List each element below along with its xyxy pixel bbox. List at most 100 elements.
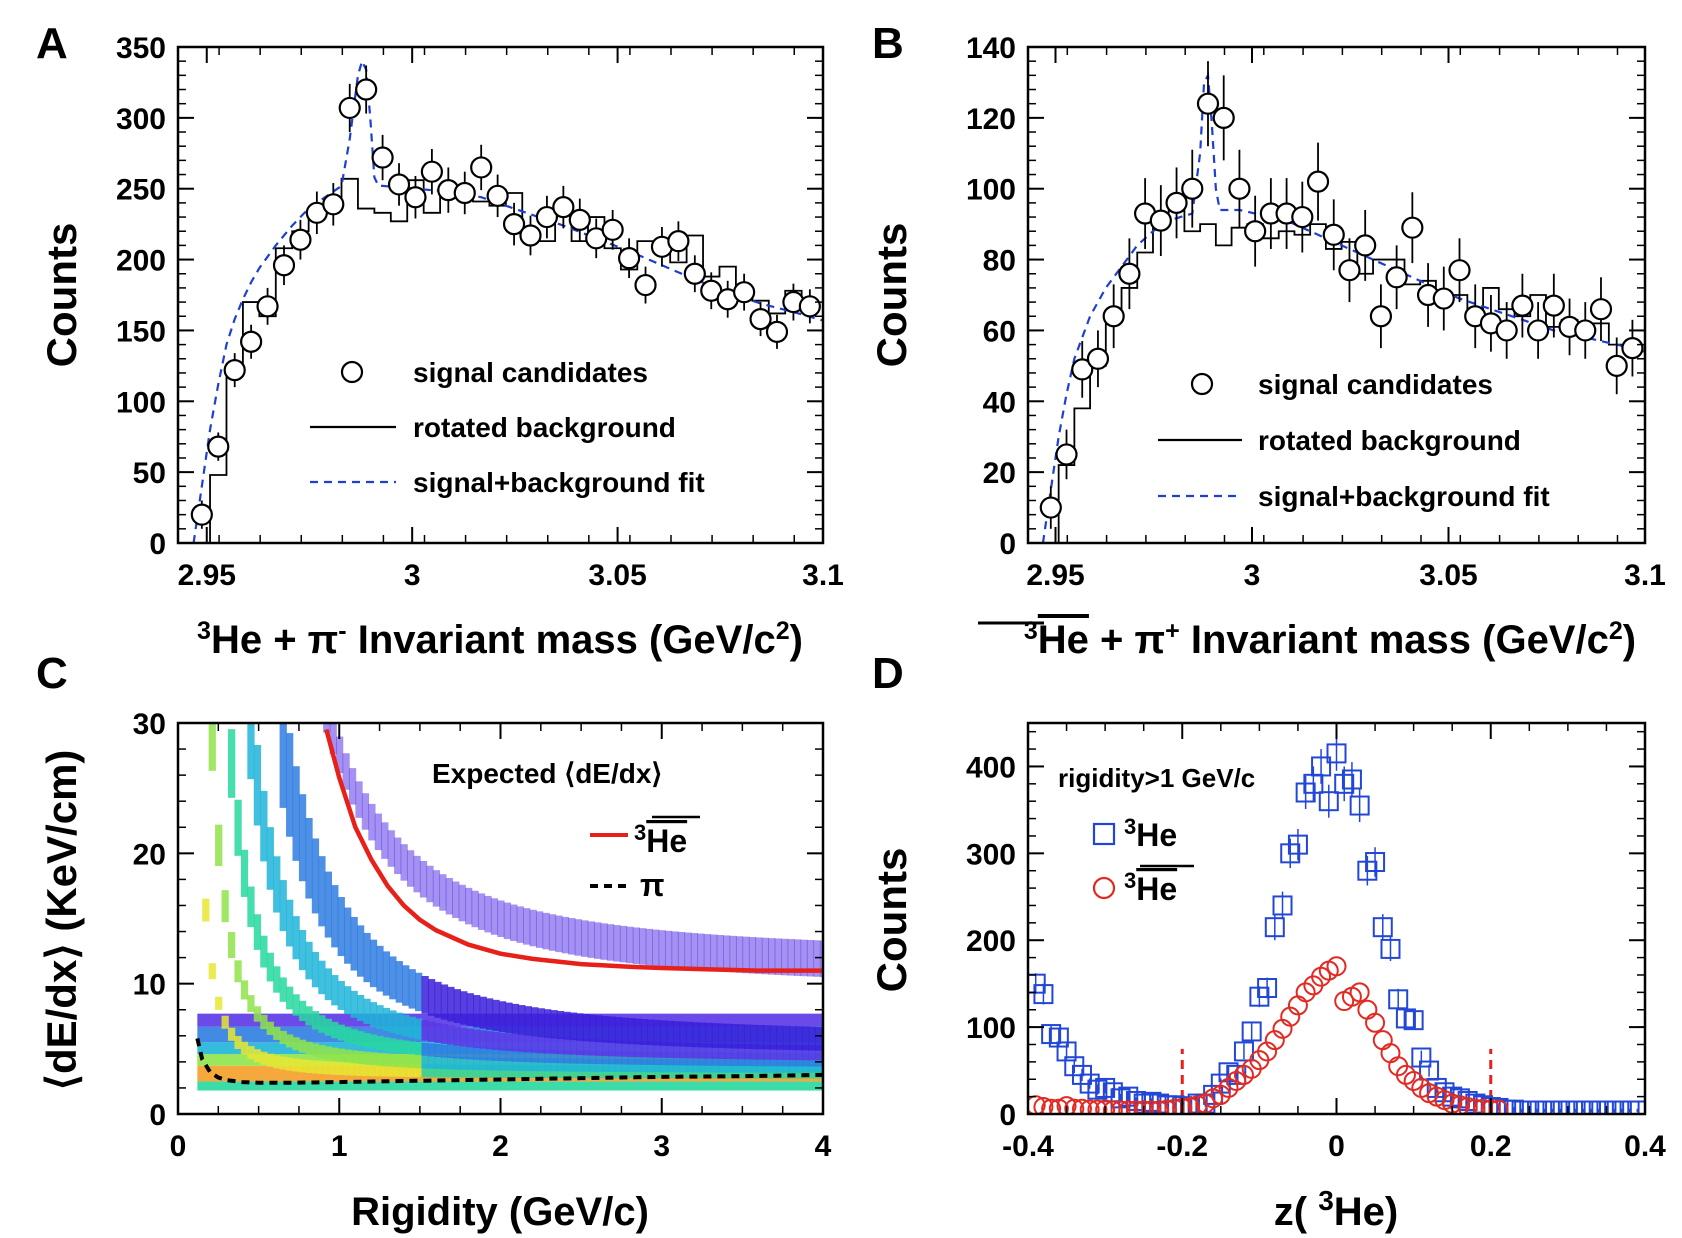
heatmap-band-cell bbox=[600, 923, 608, 960]
heatmap-band-cell bbox=[634, 1041, 642, 1058]
panel-d: D -0.4 -0.2 0 0.2 0.4 0 100 200 300 400 Counts z(… bbox=[868, 649, 1666, 1234]
heatmap-band-cell bbox=[645, 928, 653, 966]
heatmap-band-cell bbox=[402, 965, 410, 1006]
x-tick-label: -0.2 bbox=[1156, 1130, 1208, 1163]
heatmap-band-cell bbox=[415, 1018, 423, 1040]
he3-point bbox=[1233, 1041, 1254, 1062]
heatmap-band-cell bbox=[692, 1059, 700, 1073]
heatmap-band-cell bbox=[692, 1043, 700, 1059]
heatmap-band-cell bbox=[266, 1021, 274, 1035]
he3-point bbox=[1287, 834, 1308, 855]
heatmap-band-cell bbox=[653, 1041, 661, 1058]
heatmap-band-cell bbox=[408, 1054, 416, 1068]
heatmap-band-cell bbox=[731, 1059, 739, 1073]
heatmap-band-cell bbox=[479, 1047, 487, 1061]
heatmap-band-cell bbox=[344, 1027, 352, 1043]
signal-candidate-point bbox=[1196, 92, 1220, 115]
heatmap-band-cell bbox=[350, 1029, 358, 1045]
heatmap-band-cell bbox=[492, 1047, 500, 1061]
signal-candidate-point bbox=[1306, 170, 1330, 193]
panel-c: C 0 1 2 3 4 0 10 20 30 ⟨dE/dx⟩ (KeV/cm) Rigidity… bbox=[36, 649, 832, 1234]
signal-candidate-point bbox=[634, 273, 657, 297]
heatmap-band-cell bbox=[639, 928, 647, 965]
heatmap-band-cell bbox=[337, 897, 345, 957]
heatmap-band-cell bbox=[382, 1037, 391, 1051]
he3bar-point bbox=[1110, 1100, 1131, 1114]
y-tick-label: 40 bbox=[983, 386, 1016, 419]
heatmap-band-cell bbox=[660, 1052, 668, 1066]
signal-candidate-point bbox=[1102, 305, 1125, 328]
heatmap-band-cell bbox=[453, 1056, 461, 1070]
heatmap-band-cell bbox=[273, 1055, 281, 1069]
heatmap-band-cell bbox=[240, 849, 249, 897]
heatmap-band-cell bbox=[698, 1059, 707, 1073]
heatmap-band-cell bbox=[808, 1026, 816, 1051]
he3bar-points bbox=[1028, 956, 1509, 1114]
heatmap-band-cell bbox=[524, 1049, 532, 1063]
signal-candidate-point bbox=[1354, 234, 1377, 257]
he3-point bbox=[1341, 769, 1362, 790]
legend-fit-label: signal+background fit bbox=[413, 467, 705, 498]
signal-candidate-point bbox=[338, 96, 361, 120]
heatmap-band-cell bbox=[731, 1043, 739, 1060]
heatmap-band-cell bbox=[484, 895, 492, 933]
heatmap-band-cell bbox=[460, 1064, 468, 1078]
heatmap-band-cell bbox=[434, 981, 442, 1018]
heatmap-band-cell bbox=[382, 1063, 391, 1077]
y-tick-label: 400 bbox=[966, 751, 1016, 784]
heatmap-band-cell bbox=[324, 1046, 332, 1060]
heatmap-band-cell bbox=[666, 1059, 674, 1073]
legend-he3-label: 3He bbox=[1124, 814, 1177, 854]
he3bar-point bbox=[1349, 982, 1370, 1003]
heatmap-band-cell bbox=[531, 1049, 539, 1063]
heatmap-band-cell bbox=[466, 1056, 474, 1070]
heatmap-band-cell bbox=[737, 1044, 745, 1060]
heatmap-band-cell bbox=[400, 844, 408, 881]
heatmap-band-cell bbox=[292, 916, 300, 960]
heatmap-band-cell bbox=[660, 1042, 668, 1058]
heatmap-band-cell bbox=[524, 1035, 532, 1053]
heatmap-band-cell bbox=[427, 1043, 436, 1057]
heatmap-band-cell bbox=[556, 1065, 565, 1079]
heatmap-band-cell bbox=[516, 906, 524, 943]
he3bar-point bbox=[1141, 1100, 1162, 1114]
heatmap-band-cell bbox=[466, 1046, 474, 1060]
heatmap-band-cell bbox=[439, 874, 447, 911]
panel-d-frame bbox=[1026, 721, 1647, 1116]
heatmap-band-cell bbox=[305, 1006, 313, 1026]
signal-candidate-point bbox=[256, 295, 279, 318]
heatmap-band-cell bbox=[415, 1042, 423, 1056]
heatmap-band-cell bbox=[819, 940, 823, 978]
heatmap-band-cell bbox=[344, 1062, 352, 1076]
signal-background-fit-curve bbox=[1041, 71, 1645, 543]
heatmap-band-cell bbox=[569, 1012, 578, 1041]
heatmap-band-cell bbox=[485, 1047, 494, 1061]
y-tick-label: 50 bbox=[133, 457, 166, 490]
heatmap-band-cell bbox=[814, 1026, 823, 1051]
he3bar-point bbox=[1449, 1095, 1470, 1114]
panel-d-legend: rigidity>1 GeV/c 3He 3He bbox=[1058, 763, 1255, 907]
heatmap-band-cell bbox=[305, 1041, 313, 1055]
heatmap-band-cell bbox=[492, 1031, 500, 1050]
heatmap-band-cell bbox=[336, 736, 344, 774]
heatmap-band-cell bbox=[318, 856, 326, 927]
heatmap-band-cell bbox=[389, 1010, 397, 1034]
he3bar-point bbox=[1064, 1098, 1085, 1114]
heatmap-band-cell bbox=[458, 884, 466, 922]
heatmap-band-cell bbox=[587, 921, 595, 958]
heatmap-band-cell bbox=[479, 996, 487, 1029]
heatmap-band-cell bbox=[324, 1061, 332, 1075]
y-tick-label: 30 bbox=[133, 708, 166, 741]
heatmap-band-cell bbox=[369, 1052, 378, 1066]
heatmap-band-cell bbox=[350, 990, 358, 1018]
heatmap-band-cell bbox=[234, 960, 242, 983]
heatmap-band-cell bbox=[511, 1003, 520, 1034]
panel-c-y-axis-label: ⟨dE/dx⟩ (KeV/cm) bbox=[38, 750, 85, 1091]
panel-a: A 2.95 3 3.05 3.1 0 50 100 150 200 250 300 350 Coun… bbox=[36, 19, 844, 662]
he3bar-point bbox=[1210, 1084, 1231, 1105]
heatmap-band-cell bbox=[613, 925, 621, 962]
signal-candidate-point bbox=[1369, 305, 1393, 328]
heatmap-band-cell bbox=[595, 1058, 603, 1072]
he3bar-point bbox=[1179, 1097, 1200, 1114]
panel-d-axes: -0.4 -0.2 0 0.2 0.4 0 100 200 300 400 bbox=[966, 723, 1666, 1163]
